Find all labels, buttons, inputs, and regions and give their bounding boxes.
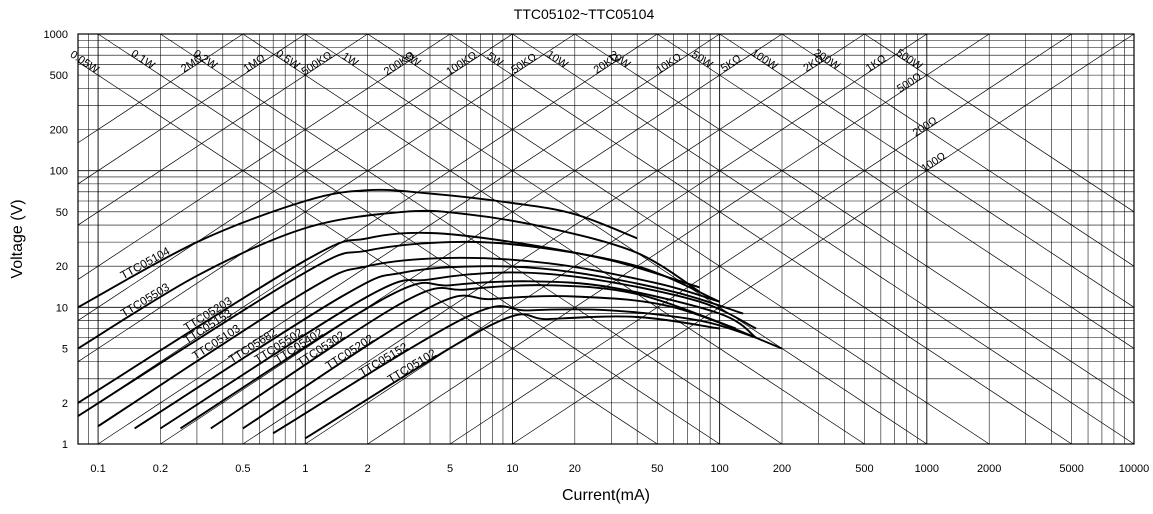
y-tick-label: 50 <box>56 207 68 219</box>
power-line-label: 0.1W <box>129 48 158 72</box>
resistance-line-label: 200Ω <box>911 115 940 140</box>
power-line-label: 5W <box>485 50 506 69</box>
curve-ttc05402 <box>179 280 757 430</box>
x-tick-labels: 0.1 0.2 0.5 1 2 5 10 20 50 100 200 500 1000 2000 5000 1… <box>90 463 1149 475</box>
x-tick-label: 50 <box>651 463 663 475</box>
y-tick-label: 2 <box>62 398 68 410</box>
resistance-line-label: 100Ω <box>919 150 948 175</box>
resistance-line <box>77 33 513 321</box>
resistance-line <box>77 33 244 144</box>
y-tick-label: 200 <box>50 125 68 137</box>
y-tick-label: 1000 <box>44 29 68 41</box>
curve-ttc05302 <box>210 284 737 430</box>
resistance-line <box>449 33 1072 445</box>
x-tick-label: 200 <box>773 463 791 475</box>
y-axis-label: Voltage (V) <box>9 199 26 278</box>
resistance-line-label: 500Ω <box>895 71 924 96</box>
x-tick-label: 2 <box>365 463 371 475</box>
resistance-line <box>305 33 928 445</box>
power-line-label: 500W <box>894 47 925 73</box>
curve-ttc05104 <box>77 188 638 309</box>
power-lines: 0.05W 0.1W 0.2W 0.5W 1W 2W 5W 10W 20W 50W 100W 200W… <box>68 33 1135 445</box>
log-grid <box>78 34 1134 444</box>
resistance-line-label: 5KΩ <box>719 53 744 75</box>
y-tick-label: 100 <box>50 166 68 178</box>
curve-ttc05502 <box>159 271 757 430</box>
x-tick-label: 100 <box>710 463 728 475</box>
y-tick-label: 1 <box>62 439 68 451</box>
x-tick-label: 1 <box>302 463 308 475</box>
y-tick-labels: 1 2 5 10 20 50 100 200 500 1000 <box>44 29 68 451</box>
curve-ttc05102 <box>304 313 720 440</box>
resistance-line <box>77 33 306 185</box>
resistance-line <box>512 33 1135 445</box>
resistance-line-label: 100KΩ <box>444 49 479 78</box>
chart-title: TTC05102~TTC05104 <box>514 6 655 22</box>
x-tick-label: 500 <box>855 463 873 475</box>
resistance-line-label: 1KΩ <box>864 53 889 75</box>
x-tick-label: 5000 <box>1059 463 1083 475</box>
plot-frame <box>77 33 1135 445</box>
curve-label: TTC05503 <box>119 282 172 321</box>
curve-ttc05503 <box>77 209 701 350</box>
x-tick-label: 5 <box>447 463 453 475</box>
x-tick-label: 1000 <box>915 463 939 475</box>
resistance-line <box>97 33 720 445</box>
power-line-label: 0.05W <box>68 49 102 77</box>
resistance-line-label: 500KΩ <box>300 49 335 78</box>
resistance-line-label: 1MΩ <box>241 52 267 75</box>
y-tick-label: 500 <box>50 70 68 82</box>
power-line-label: 50W <box>689 49 715 72</box>
curve-ttc05103 <box>97 256 720 427</box>
x-tick-label: 2000 <box>977 463 1001 475</box>
x-tick-label: 0.5 <box>235 463 250 475</box>
resistance-line <box>367 33 990 445</box>
y-tick-label: 5 <box>62 343 68 355</box>
y-tick-label: 20 <box>56 261 68 273</box>
resistance-line <box>242 33 865 445</box>
resistance-line <box>77 33 658 417</box>
resistance-line <box>77 33 576 363</box>
resistance-line <box>77 33 451 280</box>
y-tick-label: 10 <box>56 302 68 314</box>
x-tick-label: 0.1 <box>90 463 105 475</box>
power-line-label: 10W <box>544 49 570 72</box>
x-axis-label: Current(mA) <box>562 487 650 504</box>
power-line <box>77 61 658 445</box>
curve-ttc05153 <box>77 240 720 417</box>
curve-ttc05152 <box>272 305 757 435</box>
x-tick-label: 10000 <box>1119 463 1150 475</box>
power-line-label: 0.5W <box>274 48 303 72</box>
x-tick-label: 0.2 <box>153 463 168 475</box>
curve-ttc05682 <box>134 265 744 430</box>
power-line-label: 1W <box>340 50 361 69</box>
resistance-line <box>77 33 368 226</box>
resistance-line <box>160 33 783 445</box>
x-tick-label: 10 <box>506 463 518 475</box>
curve-ttc05202 <box>242 294 783 430</box>
power-line-label: 100W <box>749 47 780 73</box>
x-tick-label: 20 <box>569 463 581 475</box>
